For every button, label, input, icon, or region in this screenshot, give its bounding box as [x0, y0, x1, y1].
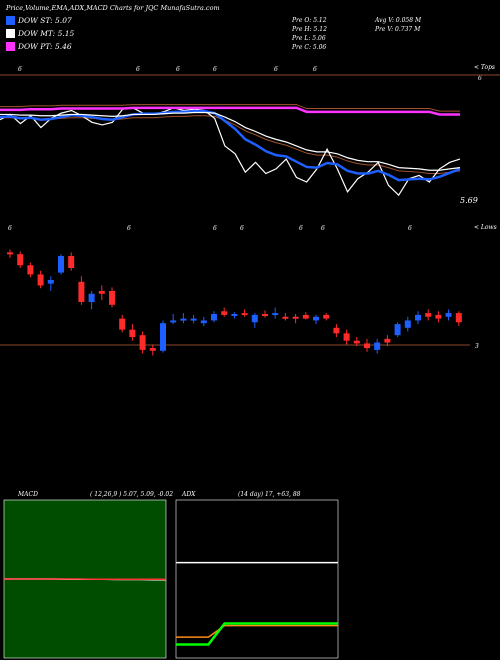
candle-body — [425, 313, 432, 317]
top-mark-6: 6 — [313, 66, 317, 73]
low-mark-5: 6 — [299, 225, 303, 232]
legend-swatch-magenta — [6, 42, 15, 51]
candle-body — [272, 313, 279, 316]
candle-body — [374, 342, 381, 350]
candle-body — [241, 313, 248, 316]
page-title: Price,Volume,EMA,ADX,MACD Charts for JQC… — [6, 4, 220, 12]
candle-body — [415, 314, 421, 321]
candle-body — [302, 314, 309, 319]
candle-body — [231, 314, 238, 316]
candle-body — [292, 316, 299, 319]
candle-body — [262, 314, 268, 316]
series-line-price — [0, 107, 461, 197]
low-mark-3: 6 — [213, 225, 217, 232]
candle-body — [109, 291, 115, 305]
macd-label: MACD — [18, 491, 38, 498]
candle-body — [251, 314, 258, 323]
lows-label: < Lows — [474, 224, 497, 231]
candle-body — [17, 254, 24, 266]
series-line-dow-mt — [0, 111, 461, 171]
series-line-dow-pt — [0, 106, 460, 116]
candle-body — [445, 313, 452, 317]
candle-body — [88, 293, 95, 303]
candle-body — [323, 314, 330, 319]
candle-body — [364, 343, 370, 349]
base-line-value: 3 — [475, 343, 479, 350]
legend-label-dow-mt: DOW MT: 5.15 — [18, 29, 75, 38]
candle-body — [190, 318, 197, 321]
tops-label: < Tops — [474, 64, 496, 71]
candle-body — [139, 335, 146, 350]
adx-params: (14 day) 17, +63, 88 — [238, 491, 301, 498]
low-mark-1: 6 — [8, 225, 12, 232]
top-mark-4: 6 — [213, 66, 217, 73]
legend-dow-pt: DOW PT: 5.46 — [6, 42, 72, 51]
candle-body — [129, 329, 136, 337]
legend-dow-mt: DOW MT: 5.15 — [6, 29, 74, 38]
candle-body — [160, 323, 166, 351]
candle-body — [211, 314, 217, 321]
candle-body — [58, 256, 64, 273]
candle-body — [68, 256, 75, 268]
candle-body — [435, 314, 442, 319]
candle-body — [119, 318, 126, 330]
legend-label-dow-pt: DOW PT: 5.46 — [18, 42, 72, 51]
prev-low: Pre L: 5.06 — [292, 35, 326, 42]
low-mark-7: 6 — [408, 225, 412, 232]
candle-body — [343, 333, 350, 341]
prev-volume: Pre V: 0.737 M — [375, 26, 421, 33]
candle-body — [149, 348, 156, 351]
adx-label: ADX — [182, 491, 196, 498]
candle-body — [384, 338, 391, 343]
candle-body — [394, 324, 401, 336]
candle-body — [404, 320, 411, 328]
candle-body — [180, 318, 187, 321]
candle-body — [98, 291, 105, 294]
top-mark-2: 6 — [136, 66, 140, 73]
adx-line-di-plus — [176, 624, 338, 638]
legend-dow-st: DOW ST: 5.07 — [6, 16, 72, 25]
adx-line-di-minus — [176, 622, 338, 646]
candle-body — [313, 316, 319, 321]
top-line-value: 6 — [478, 75, 482, 82]
prev-open: Pre O: 5.12 — [292, 17, 327, 24]
candle-body — [37, 274, 44, 286]
lower-band-line — [0, 115, 461, 174]
avg-volume: Avg V: 0.058 M — [375, 17, 422, 24]
low-mark-4: 6 — [240, 225, 244, 232]
top-mark-1: 6 — [18, 66, 22, 73]
legend-label-dow-st: DOW ST: 5.07 — [18, 16, 72, 25]
legend-swatch-blue — [6, 16, 15, 25]
candle-body — [78, 281, 85, 303]
low-mark-2: 6 — [127, 225, 131, 232]
candle-body — [170, 320, 177, 323]
candle-body — [47, 279, 54, 284]
prev-high: Pre H: 5.12 — [292, 26, 327, 33]
last-price-label: 5.69 — [460, 196, 478, 205]
upper-band-line — [0, 104, 460, 112]
legend-swatch-white — [6, 29, 15, 38]
adx-panel-background — [175, 499, 339, 659]
candle-body — [282, 316, 289, 319]
top-mark-3: 6 — [176, 66, 180, 73]
prev-close: Pre C: 5.06 — [292, 44, 327, 51]
candle-body — [27, 265, 34, 275]
candle-body — [333, 327, 340, 334]
candle-body — [221, 311, 228, 315]
candle-body — [455, 313, 462, 323]
top-mark-5: 6 — [274, 66, 278, 73]
candle-body — [200, 320, 207, 324]
candle-body — [7, 252, 13, 255]
candle-body — [353, 340, 360, 344]
macd-params: ( 12,26,9 ) 5.07, 5.09, -0.02 — [90, 491, 174, 498]
series-line-dow-st — [0, 109, 461, 182]
low-mark-6: 6 — [321, 225, 325, 232]
